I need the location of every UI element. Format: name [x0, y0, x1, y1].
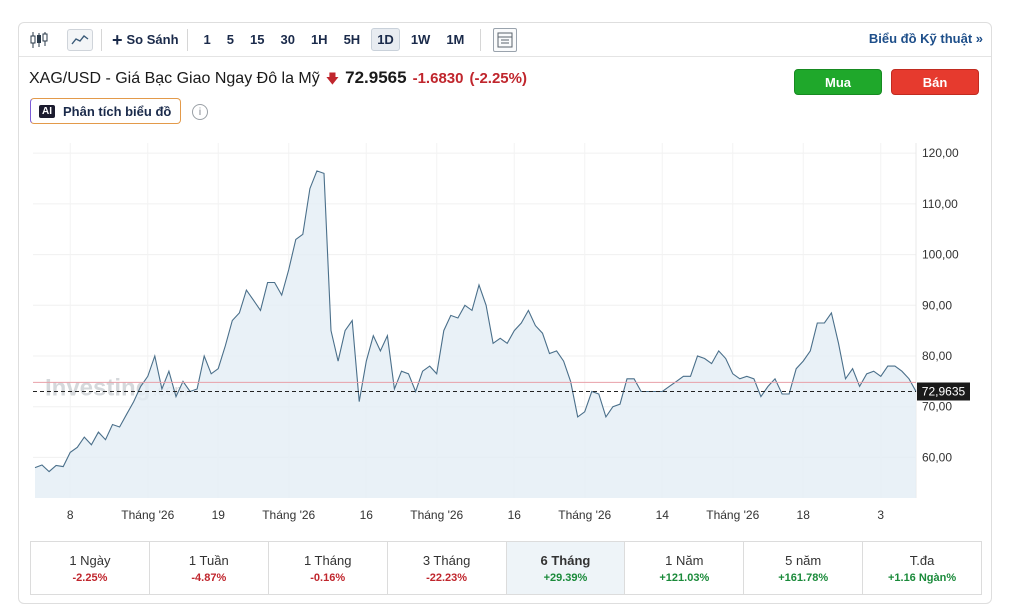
- x-tick-label: 16: [360, 508, 374, 522]
- period-tab[interactable]: 6 Tháng +29.39%: [506, 542, 626, 594]
- table-view-icon[interactable]: [493, 27, 518, 52]
- y-tick-label: 120,00: [922, 146, 959, 160]
- timeframe-list: 1 5 15 30 1H 5H 1D 1W 1M: [196, 28, 473, 51]
- x-tick-label: 18: [797, 508, 811, 522]
- y-tick-label: 90,00: [922, 298, 952, 312]
- period-tab[interactable]: 1 Ngày -2.25%: [31, 542, 150, 594]
- timeframe-1m[interactable]: 1M: [446, 32, 465, 47]
- x-tick-label: 3: [877, 508, 884, 522]
- timeframe-15[interactable]: 15: [250, 32, 265, 47]
- compare-label: So Sánh: [126, 32, 179, 47]
- x-tick-label: Tháng '26: [262, 508, 315, 522]
- y-tick-label: 100,00: [922, 248, 959, 262]
- current-price-tag: [917, 382, 970, 401]
- period-change: +121.03%: [659, 571, 710, 584]
- x-tick-label: 8: [67, 508, 74, 522]
- period-label: 3 Tháng: [422, 552, 471, 568]
- chart-toolbar: + So Sánh 1 5 15 30 1H 5H 1D 1W 1M Biểu đồ Kỹ th…: [19, 23, 991, 57]
- x-tick-label: Tháng '26: [706, 508, 759, 522]
- instrument-name: XAG/USD - Giá Bạc Giao Ngay Đô la Mỹ: [29, 70, 320, 87]
- period-change: -4.87%: [191, 571, 227, 584]
- plus-icon: +: [112, 29, 123, 50]
- period-change: +161.78%: [778, 571, 829, 584]
- period-change: +1.16 Ngàn%: [887, 571, 957, 584]
- period-label: 1 Tuần: [188, 552, 229, 568]
- x-tick-label: Tháng '26: [121, 508, 174, 522]
- candlestick-icon[interactable]: [25, 28, 53, 52]
- instrument-header: XAG/USD - Giá Bạc Giao Ngay Đô la Mỹ 🡇 7…: [29, 68, 527, 92]
- line-chart-icon[interactable]: [67, 28, 93, 51]
- toolbar-divider: [480, 28, 482, 51]
- period-tab[interactable]: 3 Tháng -22.23%: [388, 542, 507, 594]
- period-label: 1 Ngày: [69, 552, 111, 568]
- compare-button[interactable]: + So Sánh: [112, 31, 179, 49]
- price-change-pct: (-2.25%): [469, 70, 527, 87]
- toolbar-divider: [101, 28, 102, 51]
- timeframe-5[interactable]: 5: [226, 32, 234, 47]
- timeframe-30[interactable]: 30: [280, 32, 295, 47]
- period-label: 6 Tháng: [540, 552, 591, 568]
- period-tab[interactable]: 1 Tháng -0.16%: [269, 542, 388, 594]
- toolbar-divider: [186, 28, 188, 51]
- investing-watermark: Investing: [45, 375, 150, 402]
- current-price-label: 72,9635: [922, 385, 966, 399]
- technical-chart-link[interactable]: Biểu đồ Kỹ thuật »: [868, 31, 983, 46]
- y-tick-label: 60,00: [922, 450, 952, 464]
- performance-periods: 1 Ngày -2.25% 1 Tuần -4.87% 1 Tháng -0.16% 3 T…: [30, 541, 982, 595]
- y-tick-label: 110,00: [922, 197, 958, 211]
- timeframe-1[interactable]: 1: [203, 32, 211, 47]
- last-price: 72.9565: [345, 68, 407, 87]
- info-icon[interactable]: i: [192, 104, 208, 120]
- price-change: -1.6830: [412, 70, 464, 87]
- period-label: 1 Năm: [665, 552, 704, 568]
- period-label: 5 năm: [785, 552, 822, 568]
- y-tick-label: 70,00: [922, 400, 952, 414]
- y-tick-label: 80,00: [922, 349, 952, 363]
- x-tick-label: Tháng '26: [558, 508, 611, 522]
- price-chart[interactable]: 120,00 110,00 100,00 90,00 80,00 70,00 60,00 8 T…: [19, 23, 991, 523]
- period-change: -2.25%: [72, 571, 108, 584]
- chart-widget: + So Sánh 1 5 15 30 1H 5H 1D 1W 1M Biểu đồ Kỹ th…: [18, 22, 992, 604]
- sell-button[interactable]: Bán: [891, 69, 979, 95]
- price-line: [34, 170, 917, 473]
- period-change: -0.16%: [310, 571, 346, 584]
- period-tab[interactable]: T.đa +1.16 Ngàn%: [863, 542, 981, 594]
- price-area-fill: [35, 170, 916, 498]
- timeframe-1w[interactable]: 1W: [410, 32, 431, 47]
- period-change: -22.23%: [426, 571, 468, 584]
- x-tick-label: Tháng '26: [410, 508, 463, 522]
- timeframe-1h[interactable]: 1H: [310, 32, 328, 47]
- period-change: +29.39%: [543, 571, 588, 584]
- x-tick-label: 14: [656, 508, 670, 522]
- ai-icon: AI: [39, 104, 55, 118]
- period-tab[interactable]: 1 Năm +121.03%: [625, 542, 745, 594]
- timeframe-1d[interactable]: 1D: [371, 28, 400, 51]
- period-tab[interactable]: 1 Tuần -4.87%: [150, 542, 269, 594]
- ai-analysis-label: Phân tích biểu đồ: [63, 103, 172, 119]
- period-label: 1 Tháng: [303, 552, 352, 568]
- period-label: T.đa: [909, 552, 935, 568]
- down-arrow-icon: 🡇: [325, 71, 340, 86]
- x-tick-label: 16: [508, 508, 522, 522]
- x-tick-label: 19: [212, 508, 226, 522]
- ai-analysis-button[interactable]: AI Phân tích biểu đồ: [30, 98, 181, 124]
- buy-button[interactable]: Mua: [794, 69, 882, 95]
- period-tab[interactable]: 5 năm +161.78%: [744, 542, 864, 594]
- timeframe-5h[interactable]: 5H: [343, 32, 361, 47]
